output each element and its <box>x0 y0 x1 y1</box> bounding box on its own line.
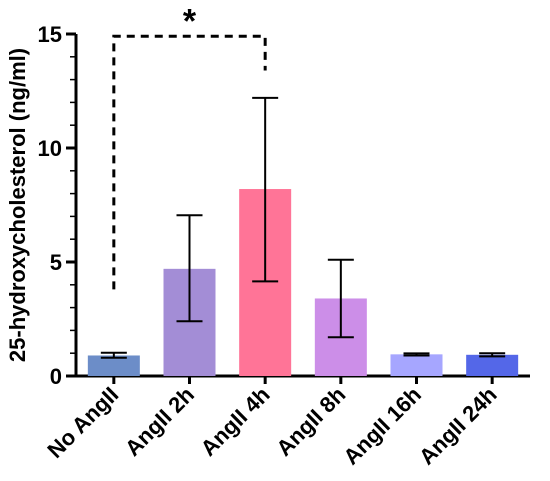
y-axis-label: 25-hydroxycholesterol (ng/ml) <box>5 48 30 362</box>
bar <box>466 354 519 376</box>
bar <box>390 354 443 376</box>
y-tick-label: 5 <box>50 250 62 275</box>
error-bars <box>100 96 506 359</box>
y-tick-label: 15 <box>38 22 62 47</box>
y-tick-label: 10 <box>38 136 62 161</box>
x-tick-label: AngII 4h <box>196 382 275 461</box>
x-tick-label: AngII 2h <box>120 382 199 461</box>
x-tick-label: AngII 8h <box>271 382 350 461</box>
significance-star: * <box>183 2 197 40</box>
x-tick-label: AngII 24h <box>414 382 502 470</box>
x-tick-label: No AngII <box>42 382 123 463</box>
bars <box>87 189 519 376</box>
axes <box>66 32 530 384</box>
y-tick-label: 0 <box>50 364 62 389</box>
x-tick-label: AngII 16h <box>338 382 426 470</box>
significance-bracket <box>112 34 267 290</box>
y-tick-labels: 0 5 10 15 <box>38 22 62 389</box>
significance-annotation: * <box>112 2 267 290</box>
bar <box>87 355 140 376</box>
